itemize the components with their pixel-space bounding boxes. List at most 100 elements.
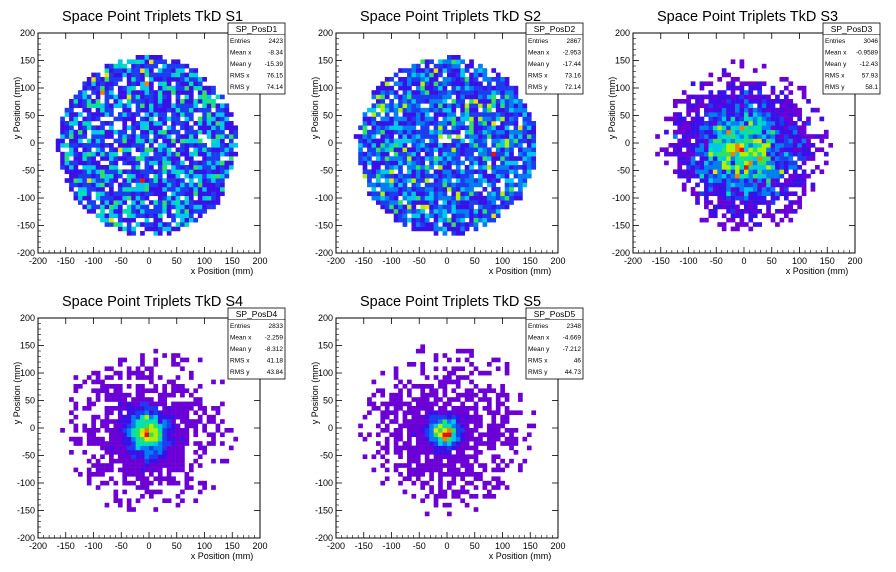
histogram-bin bbox=[157, 121, 163, 126]
histogram-bin bbox=[77, 436, 83, 442]
histogram-bin bbox=[429, 401, 434, 407]
histogram-bin bbox=[171, 458, 176, 464]
histogram-bin bbox=[460, 392, 466, 398]
histogram-bin bbox=[100, 129, 105, 135]
histogram-bin bbox=[482, 485, 488, 490]
histogram-bin bbox=[109, 112, 114, 117]
histogram-bin bbox=[442, 436, 448, 442]
histogram-bin bbox=[135, 222, 141, 227]
histogram-bin bbox=[460, 191, 466, 197]
histogram-bin bbox=[469, 463, 474, 468]
histogram-bin bbox=[220, 178, 225, 183]
histogram-bin bbox=[415, 138, 421, 144]
histogram-bin bbox=[402, 410, 408, 416]
histogram-bin bbox=[473, 178, 479, 183]
histogram-bin bbox=[104, 467, 110, 473]
histogram-bin bbox=[704, 195, 709, 201]
histogram-bin bbox=[411, 77, 417, 82]
histogram-bin bbox=[402, 191, 408, 197]
histogram-bin bbox=[464, 85, 470, 91]
histogram-bin bbox=[220, 379, 225, 385]
histogram-bin bbox=[184, 432, 190, 438]
histogram-bin bbox=[779, 112, 785, 117]
histogram-bin bbox=[367, 121, 372, 126]
histogram-bin bbox=[451, 204, 457, 210]
histogram-bin bbox=[86, 397, 92, 402]
histogram-bin bbox=[770, 151, 776, 157]
histogram-bin bbox=[157, 134, 163, 139]
histogram-bin bbox=[206, 151, 212, 157]
histogram-bin bbox=[478, 414, 483, 420]
histogram-bin bbox=[184, 77, 190, 82]
histogram-bin bbox=[144, 467, 150, 473]
histogram-bin bbox=[455, 77, 461, 82]
histogram-bin bbox=[100, 125, 105, 131]
histogram-bin bbox=[681, 99, 687, 104]
histogram-bin bbox=[420, 401, 426, 407]
histogram-bin bbox=[500, 419, 505, 424]
histogram-bin bbox=[730, 178, 736, 183]
histogram-bin bbox=[149, 450, 154, 455]
histogram-bin bbox=[95, 107, 101, 113]
histogram-bin bbox=[113, 498, 119, 504]
histogram-bin bbox=[726, 72, 731, 78]
histogram-bin bbox=[188, 134, 194, 139]
histogram-bin bbox=[690, 107, 696, 113]
histogram-bin bbox=[122, 112, 128, 117]
histogram-bin bbox=[442, 217, 448, 223]
histogram-bin bbox=[442, 502, 448, 508]
histogram-bin bbox=[95, 467, 101, 473]
histogram-bin bbox=[695, 107, 700, 113]
histogram-panel-1: Space Point Triplets TkD S1-200 -150 -100-… bbox=[12, 9, 286, 276]
histogram-bin bbox=[797, 138, 802, 144]
histogram-bin bbox=[144, 169, 150, 175]
histogram-bin bbox=[704, 182, 709, 188]
histogram-bin bbox=[500, 134, 505, 139]
histogram-bin bbox=[171, 182, 176, 188]
histogram-bin bbox=[495, 423, 501, 429]
histogram-bin bbox=[491, 357, 497, 363]
histogram-bin bbox=[149, 494, 154, 499]
histogram-bin bbox=[420, 173, 426, 179]
histogram-bin bbox=[464, 165, 470, 170]
histogram-bin bbox=[202, 209, 207, 214]
histogram-bin bbox=[420, 428, 426, 433]
histogram-bin bbox=[166, 94, 172, 100]
histogram-bin bbox=[95, 187, 101, 192]
histogram-bin bbox=[149, 480, 154, 486]
histogram-bin bbox=[117, 450, 123, 455]
histogram-bin bbox=[69, 182, 74, 188]
histogram-bin bbox=[420, 68, 426, 73]
histogram-bin bbox=[100, 182, 105, 188]
stats-label: Entries bbox=[528, 323, 549, 330]
histogram-bin bbox=[438, 454, 443, 460]
histogram-bin bbox=[126, 217, 132, 223]
histogram-bin bbox=[91, 138, 96, 144]
histogram-bin bbox=[202, 423, 207, 429]
histogram-bin bbox=[438, 226, 443, 232]
histogram-bin bbox=[699, 138, 705, 144]
histogram-bin bbox=[460, 231, 466, 236]
histogram-bin bbox=[122, 436, 128, 442]
histogram-bin bbox=[171, 187, 176, 192]
histogram-bin bbox=[415, 472, 421, 477]
histogram-bin bbox=[60, 428, 65, 433]
histogram-bin bbox=[171, 410, 176, 416]
histogram-bin bbox=[126, 226, 132, 232]
histogram-bin bbox=[766, 165, 771, 170]
histogram-bin bbox=[429, 472, 434, 477]
histogram-bin bbox=[380, 445, 386, 451]
histogram-bin bbox=[407, 476, 412, 482]
histogram-bin bbox=[162, 195, 168, 201]
stats-value: -2.259 bbox=[265, 335, 284, 342]
histogram-bin bbox=[95, 178, 101, 183]
histogram-bin bbox=[166, 68, 172, 73]
histogram-bin bbox=[411, 107, 417, 113]
histogram-bin bbox=[126, 147, 132, 153]
histogram-bin bbox=[180, 414, 185, 420]
histogram-bin bbox=[64, 156, 70, 161]
histogram-bin bbox=[86, 436, 92, 442]
histogram-bin bbox=[135, 147, 141, 153]
histogram-bin bbox=[730, 77, 736, 82]
histogram-bin bbox=[473, 156, 479, 161]
